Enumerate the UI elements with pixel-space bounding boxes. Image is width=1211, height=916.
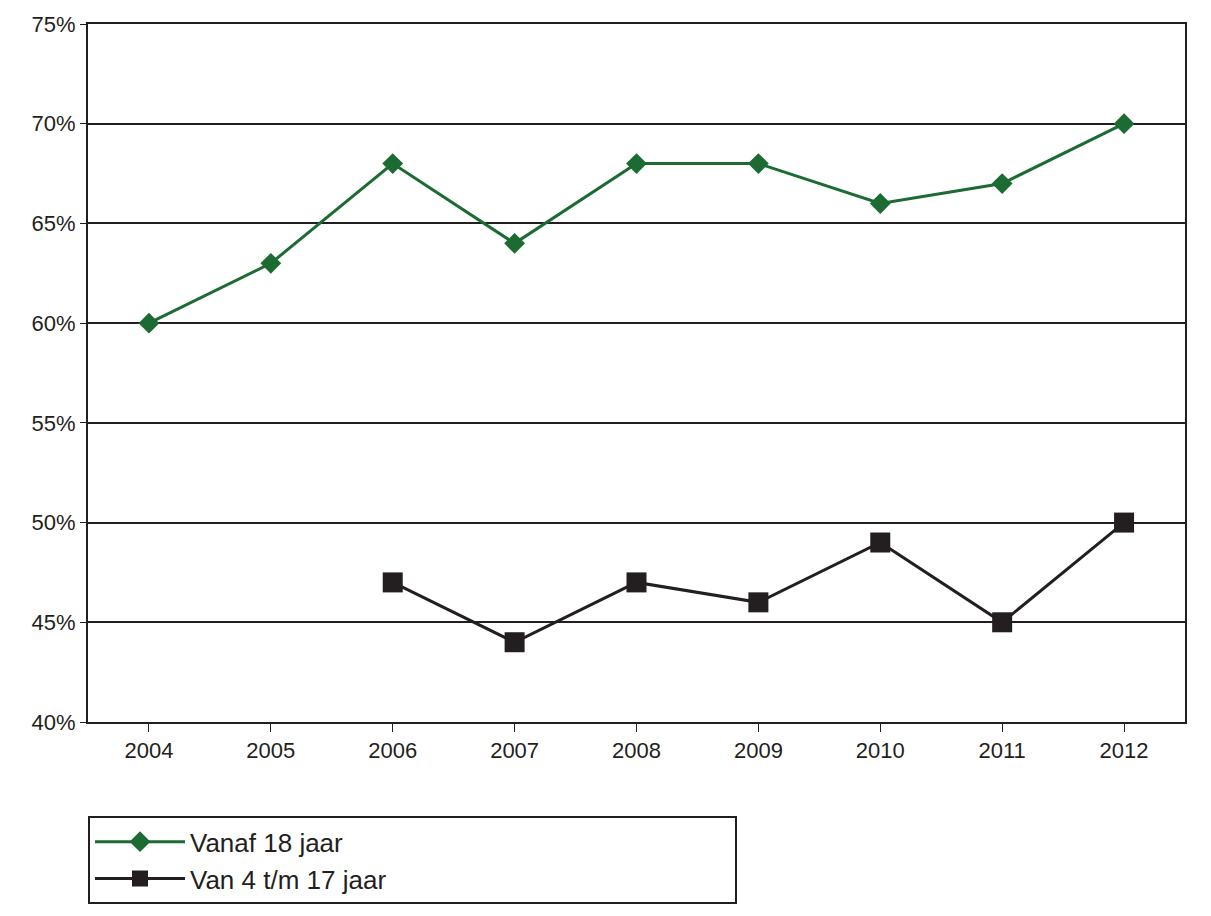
- svg-text:50%: 50%: [32, 510, 76, 535]
- svg-text:2004: 2004: [124, 738, 173, 763]
- svg-text:45%: 45%: [32, 610, 76, 635]
- svg-text:75%: 75%: [32, 12, 76, 37]
- svg-text:40%: 40%: [32, 710, 76, 735]
- svg-text:2007: 2007: [490, 738, 539, 763]
- svg-text:70%: 70%: [32, 111, 76, 136]
- svg-text:Vanaf 18 jaar: Vanaf 18 jaar: [190, 828, 343, 858]
- svg-text:2006: 2006: [368, 738, 417, 763]
- svg-text:2008: 2008: [612, 738, 661, 763]
- svg-text:Van 4 t/m 17 jaar: Van 4 t/m 17 jaar: [190, 865, 386, 895]
- svg-text:2005: 2005: [246, 738, 295, 763]
- svg-text:2011: 2011: [979, 738, 1026, 763]
- svg-text:60%: 60%: [32, 311, 76, 336]
- svg-text:55%: 55%: [32, 411, 76, 436]
- svg-text:2009: 2009: [734, 738, 783, 763]
- svg-text:2010: 2010: [856, 738, 905, 763]
- svg-text:65%: 65%: [32, 211, 76, 236]
- svg-text:2012: 2012: [1100, 738, 1149, 763]
